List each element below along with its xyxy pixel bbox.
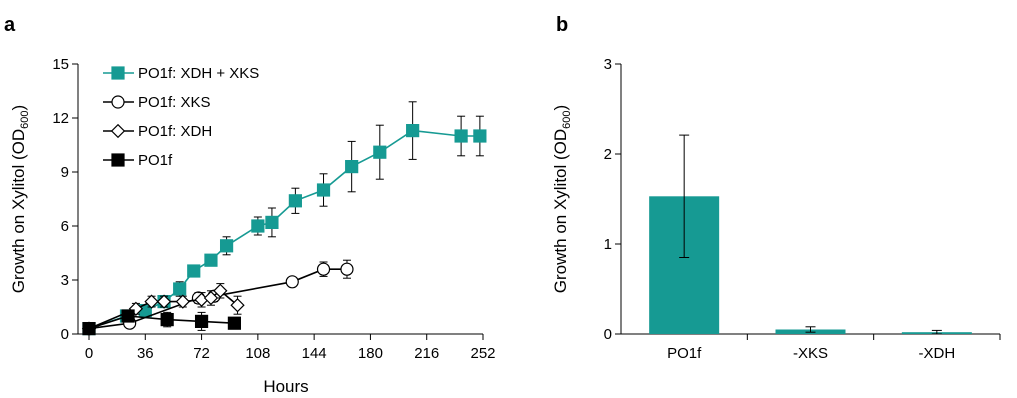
panel-a-data-point — [340, 262, 354, 276]
panel-b-bar-chart: 0 1 2 3 Growth on Xylitol (OD600) PO1f -XKS -XD… — [551, 56, 1001, 362]
panel-b-category-label: -XKS — [793, 345, 828, 362]
panel-a-data-point — [316, 183, 331, 197]
panel-a-x-tick-label: 108 — [245, 345, 270, 362]
legend-marker — [111, 153, 125, 167]
panel-a-data-point — [194, 314, 209, 328]
panel-b-y-axis-title-subscript: 600 — [561, 110, 573, 128]
panel-a-data-point — [265, 215, 279, 229]
panel-b-category-label: -XDH — [918, 345, 955, 362]
panel-a-x-tick-label: 252 — [470, 345, 495, 362]
panel-a-series-1 — [82, 259, 354, 336]
panel-a-data-point — [230, 298, 245, 313]
legend-label: PO1f: XDH + XKS — [138, 65, 259, 82]
panel-b-y-axis-title-main: Growth on Xylitol (OD — [551, 129, 570, 293]
panel-b-y-tick-label: 0 — [604, 326, 612, 343]
legend-label: PO1f: XDH — [138, 123, 212, 140]
panel-a-series-3 — [82, 309, 242, 336]
panel-a-x-tick-label: 216 — [414, 345, 439, 362]
panel-a-y-axis-title-close: ) — [9, 105, 28, 111]
panel-a-data-point — [288, 194, 302, 208]
panel-a-data-point — [173, 282, 187, 296]
panel-a-data-point — [121, 309, 135, 323]
panel-a-y-axis-title-main: Growth on Xylitol (OD — [9, 129, 28, 293]
legend-marker — [111, 95, 125, 109]
panel-a-y-tick-label: 12 — [52, 110, 69, 127]
panel-a-data-point — [454, 129, 468, 143]
panel-a-data-point — [204, 253, 218, 267]
panel-b-letter: b — [556, 14, 568, 36]
panel-a-letter: a — [4, 14, 16, 36]
panel-a-x-tick-label: 0 — [85, 345, 93, 362]
panel-a-data-point — [156, 294, 172, 309]
panel-a-data-point — [82, 322, 96, 336]
panel-a-y-tick-label: 9 — [61, 164, 69, 181]
panel-b-y-tick-label: 1 — [604, 236, 612, 253]
panel-a-y-tick-label: 0 — [61, 326, 69, 343]
panel-a-data-point — [406, 123, 420, 138]
panel-a-x-axis-title: Hours — [263, 377, 308, 396]
panel-a-data-point — [345, 160, 359, 174]
legend-label: PO1f — [138, 152, 173, 169]
panel-a-y-tick-label: 15 — [52, 56, 69, 73]
panel-a-x-tick-label: 72 — [193, 345, 210, 362]
panel-a-x-tick-label: 36 — [137, 345, 154, 362]
panel-a-data-point — [251, 219, 265, 233]
panel-b-category-label: PO1f — [667, 345, 702, 362]
panel-a-data-point — [316, 262, 331, 276]
panel-b-y-tick-label: 2 — [604, 146, 612, 163]
panel-a-data-point — [213, 283, 228, 298]
panel-a-data-point — [203, 290, 219, 306]
legend-marker — [110, 123, 126, 139]
panel-a-x-tick-label: 180 — [358, 345, 383, 362]
panel-a-x-tick-label: 144 — [302, 345, 327, 362]
panel-a-data-point — [285, 275, 299, 289]
panel-a-y-tick-label: 3 — [61, 272, 69, 289]
panel-a-data-point — [128, 301, 144, 316]
panel-a-legend: PO1f: XDH + XKS PO1f: XKS PO1f: XDH PO1f — [103, 65, 259, 169]
panel-a-data-point — [219, 239, 234, 253]
panel-a-y-axis-title: Growth on Xylitol (OD600) — [9, 105, 31, 293]
panel-a-data-point — [144, 294, 159, 309]
panel-a-data-point — [187, 264, 201, 278]
panel-a-data-point — [373, 145, 387, 159]
panel-b-y-axis-title: Growth on Xylitol (OD600) — [551, 105, 573, 293]
panel-a-data-point — [160, 313, 174, 327]
panel-a-data-point — [227, 316, 242, 330]
legend-label: PO1f: XKS — [138, 94, 211, 111]
panel-b-y-tick-label: 3 — [604, 56, 612, 73]
panel-a-data-point — [473, 129, 487, 143]
panel-a-data-point — [175, 294, 190, 309]
legend-marker — [111, 66, 125, 80]
panel-b-y-axis-title-close: ) — [551, 105, 570, 111]
panel-a-y-axis-title-subscript: 600 — [19, 110, 31, 128]
panel-a-y-tick-label: 6 — [61, 218, 69, 235]
